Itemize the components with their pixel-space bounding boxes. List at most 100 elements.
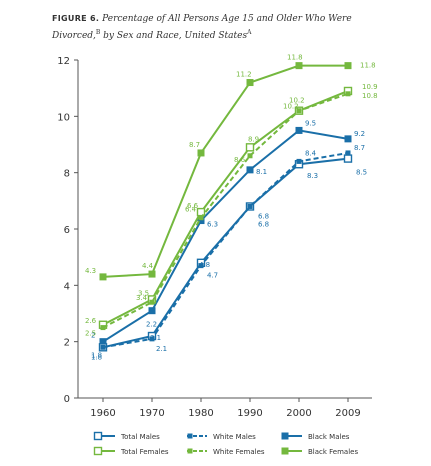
data-label: 1.8 — [91, 353, 102, 361]
data-point — [148, 307, 156, 315]
title-text-line2a: Divorced, — [52, 31, 96, 41]
x-tick-label: 2009 — [335, 408, 360, 419]
legend-item-black-females: Black Females — [281, 447, 358, 456]
data-point — [198, 215, 204, 221]
data-label: 6.4 — [185, 206, 197, 214]
legend-item-white-males: White Males — [187, 433, 256, 441]
series-line — [102, 151, 349, 349]
data-label: 2.5 — [85, 330, 96, 338]
data-label: 8.3 — [307, 172, 318, 180]
y-tick-label: 6 — [64, 225, 70, 236]
data-label: 8.6 — [234, 156, 246, 164]
legend-label: White Males — [213, 433, 256, 441]
series-black-males — [99, 126, 352, 346]
data-point — [100, 325, 106, 331]
data-point — [344, 62, 352, 70]
data-label: 11.2 — [236, 71, 252, 79]
data-label: 10.8 — [362, 92, 378, 100]
data-label: 6.3 — [207, 221, 218, 229]
data-label: 8.5 — [356, 169, 367, 177]
x-tick-label: 1980 — [188, 408, 213, 419]
legend-item-white-females: White Females — [187, 448, 265, 456]
data-label: 9.2 — [354, 130, 365, 138]
series-line — [102, 129, 349, 343]
series-line — [102, 64, 348, 278]
data-point — [246, 166, 254, 174]
data-point — [187, 433, 193, 439]
data-point — [295, 126, 303, 134]
data-label: 6.8 — [258, 220, 269, 228]
figure-label: FIGURE 6. — [52, 14, 100, 23]
data-label: 8.7 — [354, 144, 365, 152]
axes: 0 2 4 6 8 10 12 1960 1970 1980 1990 2000 2009 — [57, 56, 372, 419]
data-label: 8.4 — [305, 149, 317, 157]
data-point — [281, 432, 289, 440]
legend-item-total-females: Total Females — [93, 446, 169, 456]
data-labels: 1.83.14.86.88.3 8.51.82.14.76.88.48.722.2… — [85, 54, 378, 362]
y-tick-label: 8 — [64, 169, 70, 180]
data-label: 6.6 — [187, 202, 199, 210]
data-label: 9.5 — [305, 119, 316, 127]
data-label: 2.6 — [85, 317, 97, 325]
x-tick-label: 1960 — [90, 408, 115, 419]
series-black-females — [99, 62, 352, 281]
data-point — [345, 91, 351, 97]
data-point — [247, 153, 253, 159]
y-tick-label: 2 — [64, 338, 70, 349]
data-point — [281, 447, 289, 455]
series-white-females — [100, 91, 351, 331]
data-label: 6.8 — [258, 212, 269, 220]
legend: Total Males White Males Black Males Total F… — [93, 431, 358, 456]
data-point — [245, 143, 255, 152]
data-label: 8.9 — [248, 135, 259, 143]
data-label: 8.7 — [189, 141, 200, 149]
x-tick-label: 1990 — [237, 408, 262, 419]
data-point — [148, 270, 156, 278]
y-tick-label: 12 — [57, 56, 70, 67]
series-layer — [98, 62, 353, 352]
data-point — [187, 448, 193, 454]
data-point — [246, 79, 254, 87]
data-label: 3.5 — [138, 289, 149, 297]
data-label: 10.9 — [362, 83, 378, 91]
data-label: 4.8 — [199, 261, 210, 269]
data-label: 2.1 — [156, 345, 167, 353]
y-tick-label: 10 — [57, 112, 70, 123]
data-point — [296, 158, 302, 164]
data-label: 3.1 — [150, 334, 161, 342]
data-label: 11.8 — [360, 62, 376, 70]
data-label: 3.4 — [136, 294, 148, 302]
legend-label: Black Females — [308, 448, 358, 456]
legend-label: Total Males — [120, 433, 160, 441]
legend-label: Black Males — [308, 433, 350, 441]
title-text-line2b: by Sex and Race, United States — [100, 31, 248, 41]
data-label: 8.1 — [256, 168, 267, 176]
data-point — [343, 154, 353, 163]
data-label: 2.2 — [146, 321, 157, 329]
title-text-line1: Percentage of All Persons Age 15 and Old… — [102, 14, 352, 24]
y-tick-label: 0 — [64, 394, 70, 405]
data-label: 4.3 — [85, 267, 96, 275]
data-point — [296, 108, 302, 114]
data-label: 10.2 — [289, 97, 305, 105]
data-point — [345, 150, 351, 156]
series-line — [102, 92, 349, 329]
x-tick-label: 1970 — [139, 408, 164, 419]
data-point — [247, 203, 253, 209]
y-tick-label: 4 — [64, 281, 70, 292]
data-point — [198, 263, 204, 269]
data-label: 10.2 — [283, 103, 299, 111]
x-tick-label: 2000 — [286, 408, 311, 419]
data-point — [344, 135, 352, 143]
legend-item-total-males: Total Males — [93, 431, 160, 441]
series-white-males — [100, 150, 351, 350]
legend-item-black-males: Black Males — [281, 432, 350, 441]
chart-title: FIGURE 6. Percentage of All Persons Age … — [52, 12, 422, 43]
legend-label: Total Females — [120, 448, 169, 456]
data-point — [149, 299, 155, 305]
footnote-a: A — [247, 29, 252, 36]
data-point — [99, 273, 107, 281]
data-label: 1.8 — [91, 351, 102, 359]
data-label: 4.7 — [207, 272, 218, 280]
